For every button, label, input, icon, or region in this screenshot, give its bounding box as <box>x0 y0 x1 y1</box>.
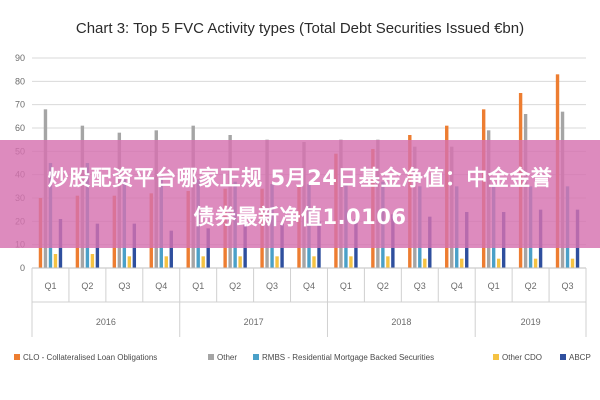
x-tick-label: Q1 <box>44 281 56 291</box>
bar <box>460 258 464 268</box>
legend-swatch <box>493 354 499 360</box>
legend-label: ABCP <box>569 353 591 362</box>
bar <box>349 256 353 268</box>
legend-swatch <box>560 354 566 360</box>
bar <box>533 258 538 268</box>
year-label: 2019 <box>521 317 541 327</box>
year-label: 2016 <box>96 317 116 327</box>
bar <box>90 254 95 268</box>
legend-label: RMBS - Residential Mortgage Backed Secur… <box>262 353 434 362</box>
x-tick-label: Q3 <box>414 281 426 291</box>
bar <box>423 258 427 268</box>
legend: CLO - Collateralised Loan Obligations Oth… <box>14 353 591 362</box>
bar <box>386 256 390 268</box>
bar <box>127 256 132 268</box>
y-tick-label: 60 <box>15 123 25 133</box>
bar <box>206 228 210 268</box>
x-tick-label: Q4 <box>155 281 167 291</box>
bar <box>238 256 242 268</box>
legend-label: Other CDO <box>502 353 542 362</box>
legend-swatch <box>253 354 259 360</box>
bar <box>275 256 279 268</box>
y-tick-label: 90 <box>15 53 25 63</box>
x-tick-label: Q2 <box>81 281 93 291</box>
chart-title: Chart 3: Top 5 FVC Activity types (Total… <box>76 20 524 37</box>
x-tick-label: Q3 <box>562 281 574 291</box>
banner-headline-line-1: 炒股配资平台哪家正规 5月24日基金净值：中金金誉 <box>47 166 553 190</box>
legend-swatch <box>208 354 214 360</box>
x-tick-label: Q1 <box>488 281 500 291</box>
legend-label: CLO - Collateralised Loan Obligations <box>23 353 157 362</box>
x-tick-label: Q1 <box>340 281 352 291</box>
legend-label: Other <box>217 353 237 362</box>
bar <box>169 230 173 268</box>
bar <box>53 254 58 268</box>
y-tick-label: 70 <box>15 100 25 110</box>
bar <box>164 256 168 268</box>
bar <box>496 258 501 268</box>
x-tick-label: Q1 <box>192 281 204 291</box>
x-tick-label: Q2 <box>229 281 241 291</box>
x-tick-label: Q4 <box>303 281 315 291</box>
x-tick-label: Q3 <box>266 281 278 291</box>
y-tick-label: 80 <box>15 76 25 86</box>
bar <box>312 256 316 268</box>
x-axis: Q1 Q2 Q3 Q4 Q1 Q2 Q3 Q4 Q1 Q2 Q3 Q4 Q1 Q2 Q3 2016 2017 20… <box>31 267 587 337</box>
legend-swatch <box>14 354 20 360</box>
y-tick-label: 0 <box>20 263 25 273</box>
x-tick-label: Q2 <box>525 281 537 291</box>
overlay-banner: 炒股配资平台哪家正规 5月24日基金净值：中金金誉 债券最新净值1.0106 <box>0 140 600 248</box>
bar <box>570 258 575 268</box>
year-label: 2018 <box>391 317 411 327</box>
banner-headline-line-2: 债券最新净值1.0106 <box>193 205 407 229</box>
year-label: 2017 <box>244 317 264 327</box>
bar <box>201 256 205 268</box>
x-tick-label: Q3 <box>118 281 130 291</box>
x-tick-label: Q2 <box>377 281 389 291</box>
x-tick-label: Q4 <box>451 281 463 291</box>
